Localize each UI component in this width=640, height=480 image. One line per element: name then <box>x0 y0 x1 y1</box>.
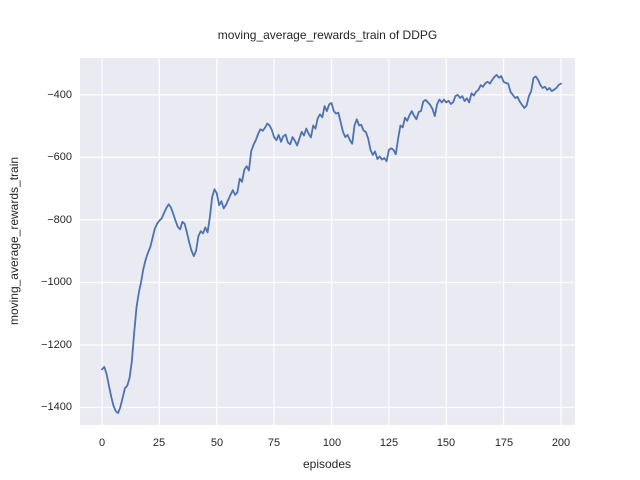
y-tick-label: −1000 <box>41 276 72 288</box>
y-tick-label: −1200 <box>41 339 72 351</box>
y-tick-label: −400 <box>47 89 72 101</box>
x-tick-label: 200 <box>551 437 571 449</box>
reward-series-line <box>101 74 562 414</box>
line-chart-canvas <box>80 58 575 425</box>
axes-background <box>80 58 575 425</box>
y-tick-label: −600 <box>47 151 72 163</box>
x-tick-label: 100 <box>322 437 342 449</box>
x-tick-label: 75 <box>267 437 281 449</box>
x-tick-label: 0 <box>98 437 106 449</box>
x-tick-label: 50 <box>210 437 224 449</box>
x-tick-label: 125 <box>379 437 399 449</box>
y-axis-label: moving_average_rewards_train <box>7 156 21 326</box>
x-tick-label: 150 <box>436 437 456 449</box>
chart-title: moving_average_rewards_train of DDPG <box>217 28 438 42</box>
y-tick-label: −1400 <box>41 401 72 413</box>
gridlines <box>80 58 575 425</box>
plot-area <box>80 58 575 425</box>
x-tick-label: 25 <box>152 437 166 449</box>
x-tick-label: 175 <box>494 437 514 449</box>
x-axis-label: episodes <box>302 457 352 471</box>
y-tick-label: −800 <box>47 214 72 226</box>
